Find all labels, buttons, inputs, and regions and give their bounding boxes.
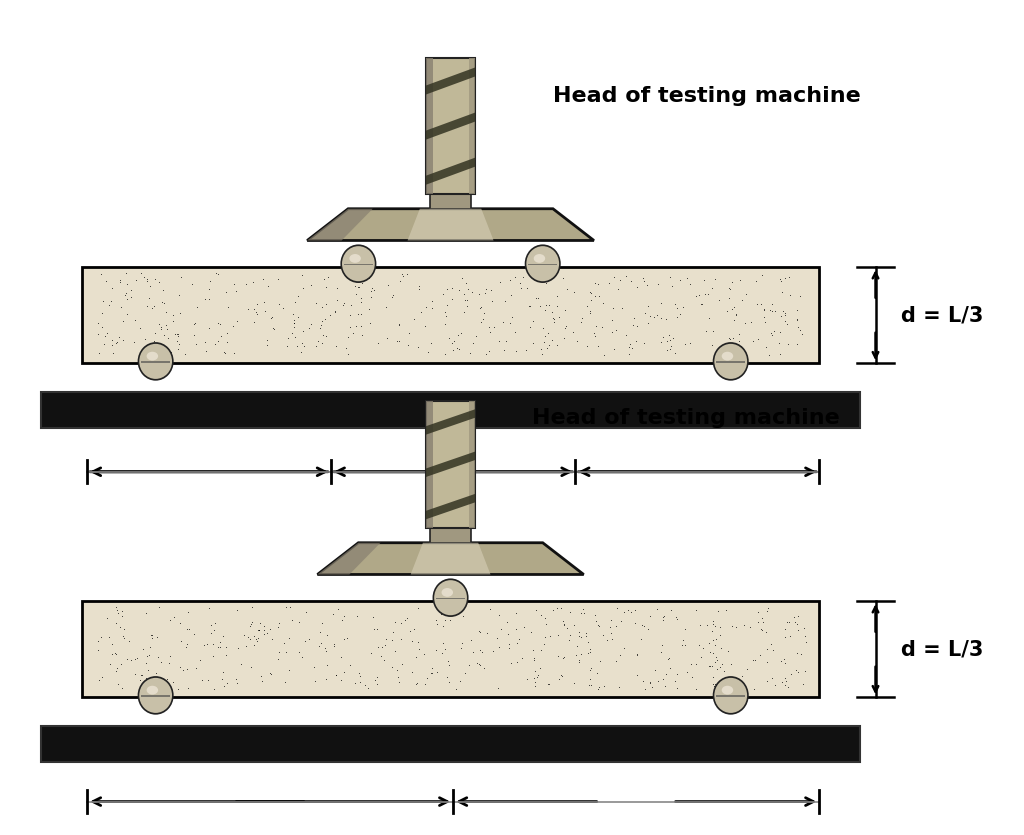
Ellipse shape [139,678,172,713]
Ellipse shape [524,245,561,283]
Ellipse shape [713,342,749,381]
Text: d = L/3: d = L/3 [901,306,983,325]
Ellipse shape [432,579,469,617]
Bar [469,401,475,528]
Ellipse shape [146,352,158,361]
Ellipse shape [722,352,733,361]
Bar [141,696,170,697]
Bar [426,401,475,528]
Polygon shape [408,209,494,240]
Ellipse shape [722,686,733,695]
Text: Head of testing machine: Head of testing machine [553,86,861,106]
Ellipse shape [137,342,174,381]
Ellipse shape [713,676,749,715]
Bar [716,696,745,697]
Bar [436,598,465,600]
Polygon shape [426,68,475,94]
Bar [426,401,433,528]
Bar [141,362,170,363]
Polygon shape [317,543,381,574]
Text: Head of testing machine: Head of testing machine [532,407,841,428]
Bar [716,362,745,363]
Bar [426,58,433,194]
Bar [41,392,860,428]
Bar [430,528,471,543]
Bar [82,267,819,363]
Ellipse shape [139,344,172,379]
Polygon shape [426,493,475,519]
Polygon shape [426,113,475,139]
Polygon shape [307,209,373,240]
Polygon shape [426,452,475,477]
Polygon shape [426,158,475,185]
Ellipse shape [715,344,748,379]
Polygon shape [307,209,594,240]
Polygon shape [426,409,475,435]
Ellipse shape [441,588,453,597]
Ellipse shape [349,254,360,263]
Bar [41,726,860,762]
Bar [430,194,471,209]
Ellipse shape [526,246,559,281]
Bar [528,264,557,266]
Ellipse shape [146,686,158,695]
Ellipse shape [137,676,174,715]
Ellipse shape [342,246,375,281]
Bar [426,58,475,194]
Polygon shape [411,543,490,574]
Bar [344,264,373,266]
Text: d = L/3: d = L/3 [901,640,983,659]
Bar [469,58,475,194]
Ellipse shape [715,678,748,713]
Ellipse shape [340,245,377,283]
Ellipse shape [434,580,467,615]
Polygon shape [317,543,584,574]
Bar [82,601,819,697]
Ellipse shape [534,254,545,263]
